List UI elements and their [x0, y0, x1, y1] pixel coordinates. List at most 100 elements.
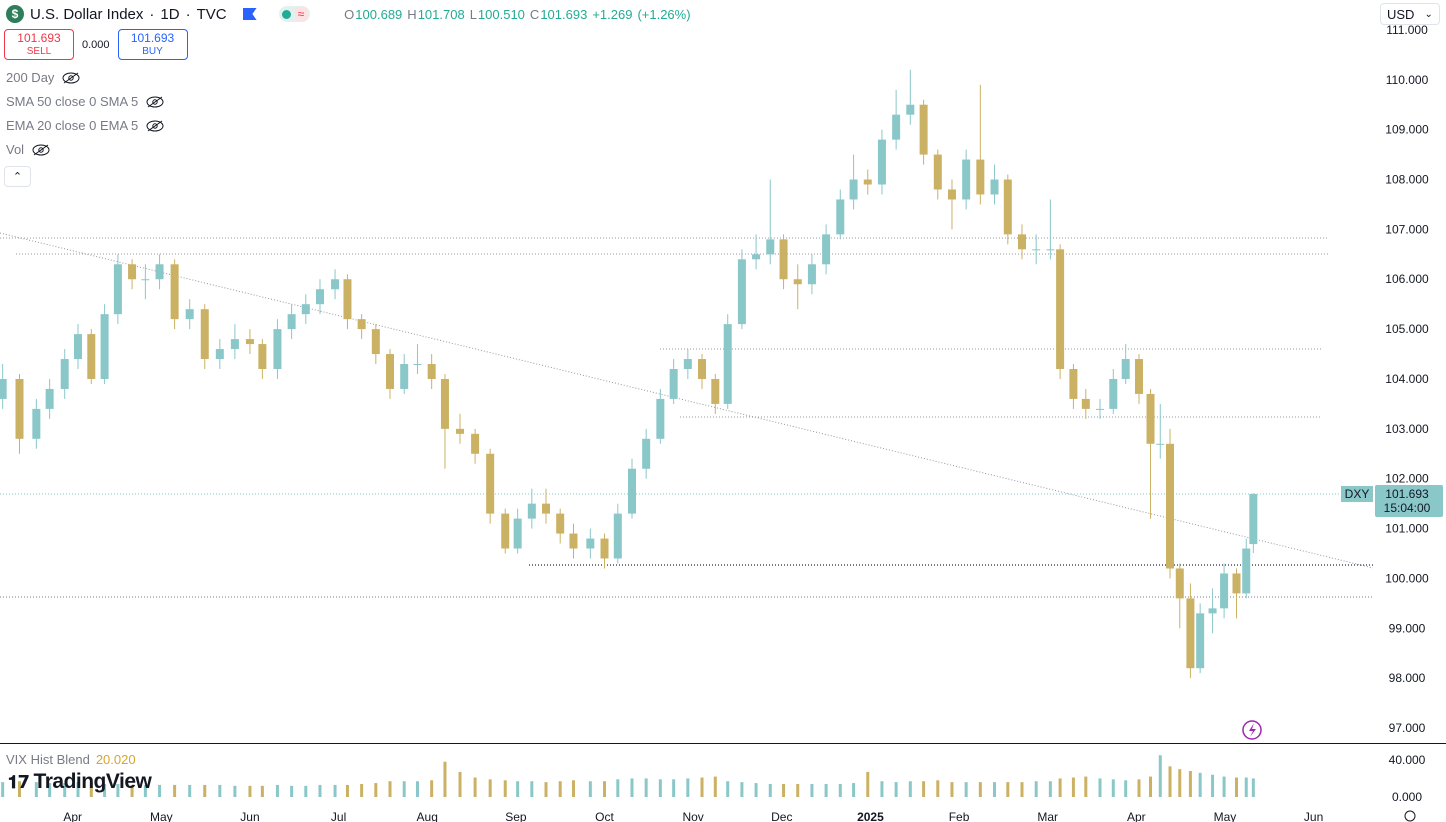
candle-body [723, 324, 732, 404]
candle-body [569, 533, 578, 549]
candle-body [669, 369, 678, 399]
candle-body [427, 364, 436, 379]
candle-body [766, 239, 775, 255]
candle-body [1095, 408, 1104, 410]
ohlc-key: O [344, 6, 355, 22]
indicator[interactable]: SMA 50 close 0 SMA 5 [6, 94, 164, 109]
candle-body [807, 264, 816, 285]
currency-select[interactable]: USD ⌄ [1380, 3, 1440, 25]
vix-bar [1168, 766, 1172, 797]
vix-bar [260, 785, 264, 797]
indicator[interactable]: Vol [6, 142, 50, 157]
vix-bar [838, 784, 842, 797]
indicator-label: EMA 20 close 0 EMA 5 [6, 118, 139, 133]
hidden-icon[interactable] [146, 120, 164, 132]
sell-button[interactable]: 101.693 SELL [4, 29, 74, 60]
settings-icon[interactable] [1404, 810, 1416, 822]
candle-body [258, 344, 267, 370]
vix-bar [700, 777, 704, 797]
vix-bar [516, 781, 520, 797]
vix-bar [796, 784, 800, 797]
change-pct: (+1.26%) [637, 6, 691, 22]
candle-body [141, 279, 150, 281]
indicator[interactable]: 200 Day [6, 70, 80, 85]
vol-y-tick-label: 0.000 [1392, 790, 1422, 804]
candle-body [60, 359, 69, 389]
hidden-icon[interactable] [62, 72, 80, 84]
vix-bar [275, 784, 279, 797]
flag[interactable] [242, 8, 257, 20]
vix-bar [103, 784, 107, 797]
candle-body [919, 104, 928, 155]
vix-bar [374, 783, 378, 797]
vix-bar [218, 784, 222, 797]
vix-bar [894, 782, 898, 797]
collapse-button[interactable]: ⌃ [4, 166, 31, 187]
vix-last: 20.020 [95, 752, 136, 767]
status[interactable]: ≈ [278, 6, 311, 22]
candle-body [600, 538, 609, 559]
candle-body [793, 279, 802, 285]
vix-bar [1034, 781, 1038, 797]
candle-body [711, 378, 720, 404]
vix-legend: VIX Hist Blend 20.020 [6, 752, 136, 767]
vix-bar [48, 783, 52, 797]
candle-body [1056, 249, 1065, 370]
vix-bar [880, 781, 884, 797]
candle-body [836, 199, 845, 235]
vix-bar [1058, 778, 1062, 797]
tradingview-logo[interactable]: 𝟏𝟳 TradingView [8, 770, 152, 793]
y-tick-label: 97.000 [1389, 721, 1426, 735]
vix-bar [993, 782, 997, 797]
candle-body [863, 179, 872, 185]
indicator[interactable]: EMA 20 close 0 EMA 5 [6, 118, 164, 133]
x-tick-label: Jun [240, 810, 259, 822]
symbol-name[interactable]: U.S. Dollar Index [30, 5, 144, 23]
vix-title: VIX Hist Blend [6, 752, 90, 767]
vix-bar [130, 784, 134, 797]
candle-body [976, 159, 985, 195]
y-tick-label: 98.000 [1389, 671, 1426, 685]
candle-body [1232, 573, 1241, 594]
candle-body [1196, 613, 1205, 669]
sep: · [149, 5, 155, 23]
vix-bar [430, 780, 434, 797]
event-icon[interactable] [1242, 720, 1262, 740]
candle-body [586, 538, 595, 549]
candle-body [779, 239, 788, 280]
candle-body [386, 354, 395, 389]
candle-body [486, 453, 495, 514]
vix-bar [810, 784, 814, 797]
y-tick-label: 107.000 [1385, 222, 1429, 236]
y-tick-label: 103.000 [1385, 422, 1429, 436]
hidden-icon[interactable] [32, 144, 50, 156]
candle-body [230, 339, 239, 350]
candle-body [343, 279, 352, 320]
interval[interactable]: 1D [160, 5, 180, 23]
vix-bar [1178, 769, 1182, 797]
vix-bar [1149, 776, 1153, 797]
y-tick-label: 109.000 [1385, 123, 1429, 137]
ohlc-item: H101.708 [407, 7, 464, 22]
candle-body [877, 139, 886, 185]
vix-bar [1234, 777, 1238, 797]
candle-body [1166, 443, 1175, 569]
hidden-icon[interactable] [146, 96, 164, 108]
candle-body [1175, 568, 1184, 599]
sep: · [185, 5, 191, 23]
candle-body [1003, 179, 1012, 235]
vix-bar [1222, 776, 1226, 797]
vix-bar [18, 781, 22, 797]
indicator-label: 200 Day [6, 70, 55, 85]
x-tick-label: Dec [771, 810, 792, 822]
vix-bar [158, 784, 162, 797]
candle-body [155, 264, 164, 280]
vix-bar [1198, 772, 1202, 797]
buy-button[interactable]: 101.693 BUY [117, 29, 188, 60]
vix-bar [922, 781, 926, 797]
vix-bar [978, 782, 982, 797]
candle-body [1208, 608, 1217, 614]
candle-body [683, 359, 692, 370]
